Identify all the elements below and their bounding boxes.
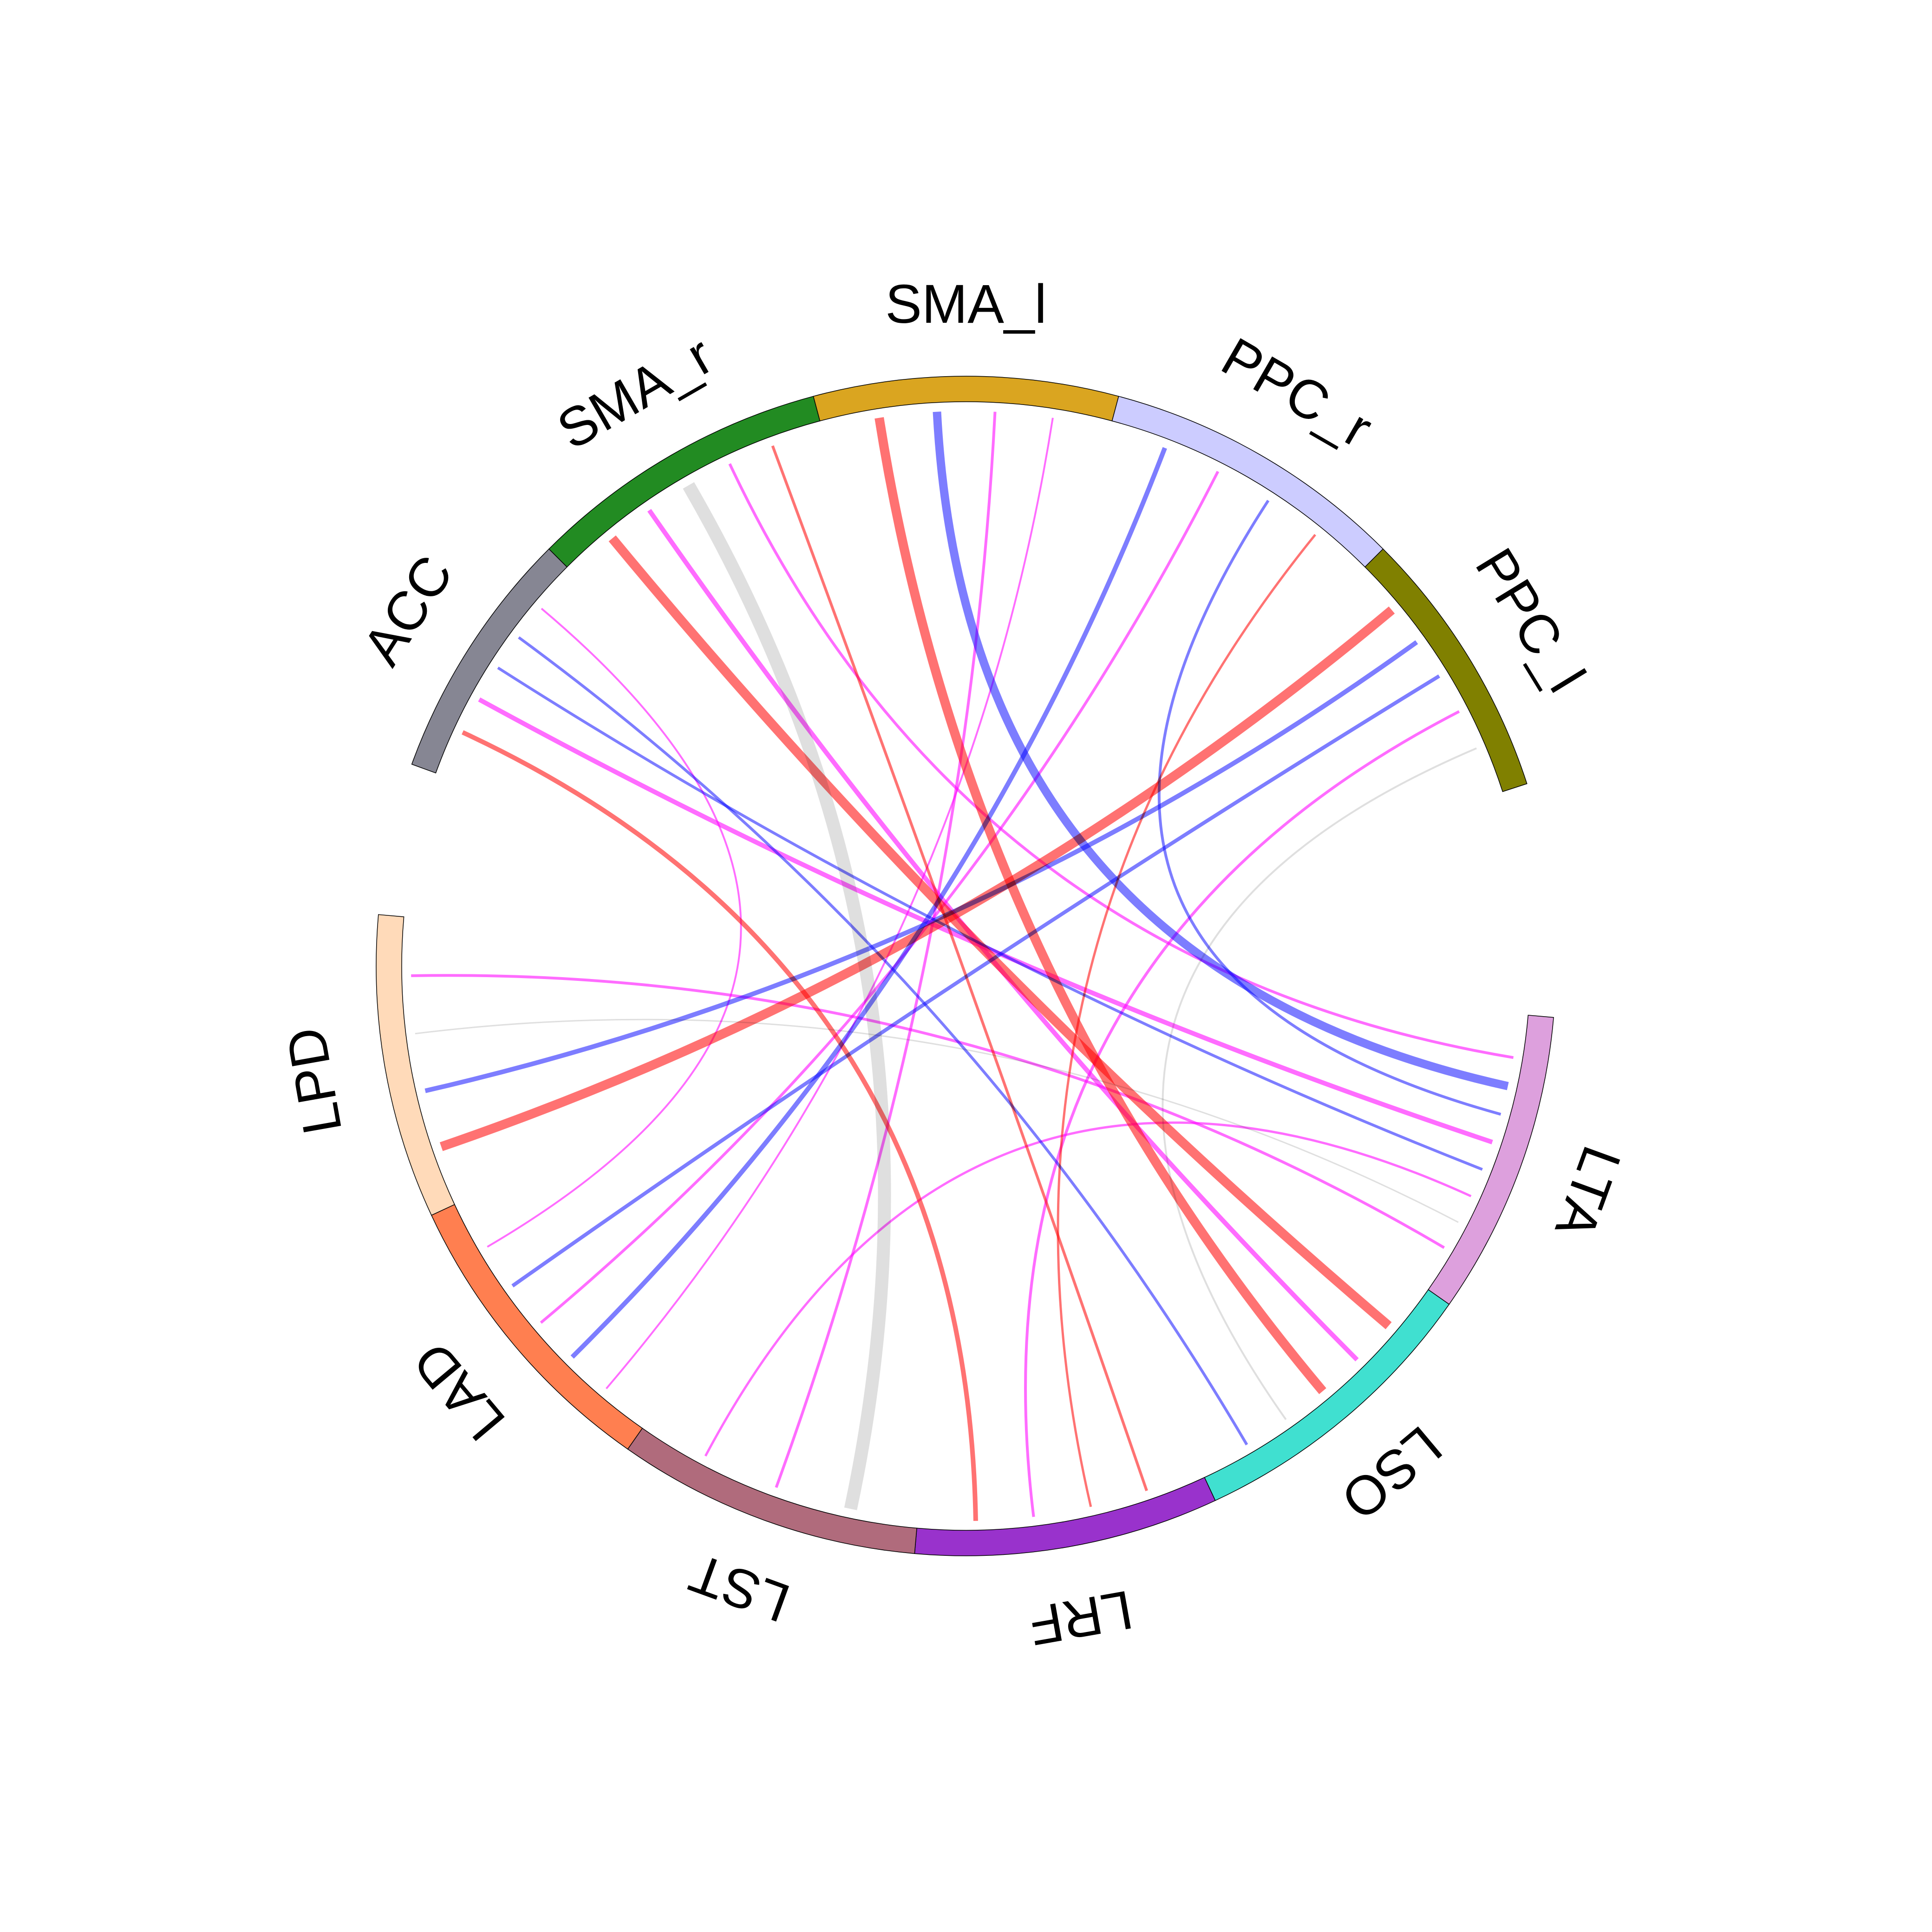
link-sma-r-to-lso (647, 509, 1359, 1362)
sector-lst (627, 1428, 917, 1554)
link-acc-to-lad (487, 607, 742, 1248)
sector-lta (1428, 1015, 1554, 1305)
link-acc-to-lrf (461, 730, 978, 1521)
link-ppc-r-to-lad (570, 447, 1167, 1359)
sector-label-lso: LSO (1330, 1414, 1453, 1532)
link-ppc-l-to-lad (511, 674, 1440, 1288)
sector-label-sma-r: SMA_r (547, 325, 723, 462)
link-lpd-to-lta (411, 974, 1445, 1249)
sectors-layer (376, 376, 1554, 1556)
sector-ppc-l (1364, 548, 1527, 792)
sector-sma-l (813, 376, 1119, 422)
link-lta-to-lst (704, 1121, 1472, 1457)
link-sma-r-to-lst (683, 482, 891, 1510)
link-ppc-l-to-lrf (1024, 710, 1460, 1517)
sector-label-lst: LST (682, 1542, 797, 1634)
sector-lrf (914, 1477, 1216, 1556)
link-acc-to-lso (518, 636, 1248, 1446)
link-sma-r-to-lrf (771, 445, 1148, 1491)
links-layer (411, 411, 1514, 1521)
link-ppc-r-to-lrf (1057, 534, 1316, 1507)
sector-label-sma-l: SMA_l (885, 274, 1047, 335)
sector-label-ppc-r: PPC_r (1212, 326, 1382, 460)
link-acc-to-lta (478, 697, 1493, 1144)
link-sma-l-to-lta (933, 411, 1509, 1090)
link-ppc-l-to-lpd (424, 640, 1418, 1093)
sector-label-ppc-l: PPC_l (1463, 538, 1597, 702)
sector-label-lpd: LPD (275, 1023, 354, 1139)
sector-lpd (376, 914, 455, 1216)
sector-label-lad: LAD (401, 1331, 517, 1452)
labels-layer: ACC SMA_r SMA_l PPC_r PPC_l LTA LSO LRF LST LAD LP… (275, 274, 1632, 1657)
sector-label-lrf: LRF (1025, 1579, 1137, 1657)
sector-label-lta: LTA (1543, 1138, 1632, 1246)
link-lta-to-lpd (415, 1018, 1459, 1223)
link-sma-l-to-lst (775, 411, 997, 1488)
sector-label-acc: ACC (351, 545, 465, 676)
link-acc-to-lta (497, 666, 1483, 1171)
link-sma-l-to-lso (875, 417, 1326, 1394)
link-ppc-r-to-lta (1157, 500, 1501, 1116)
